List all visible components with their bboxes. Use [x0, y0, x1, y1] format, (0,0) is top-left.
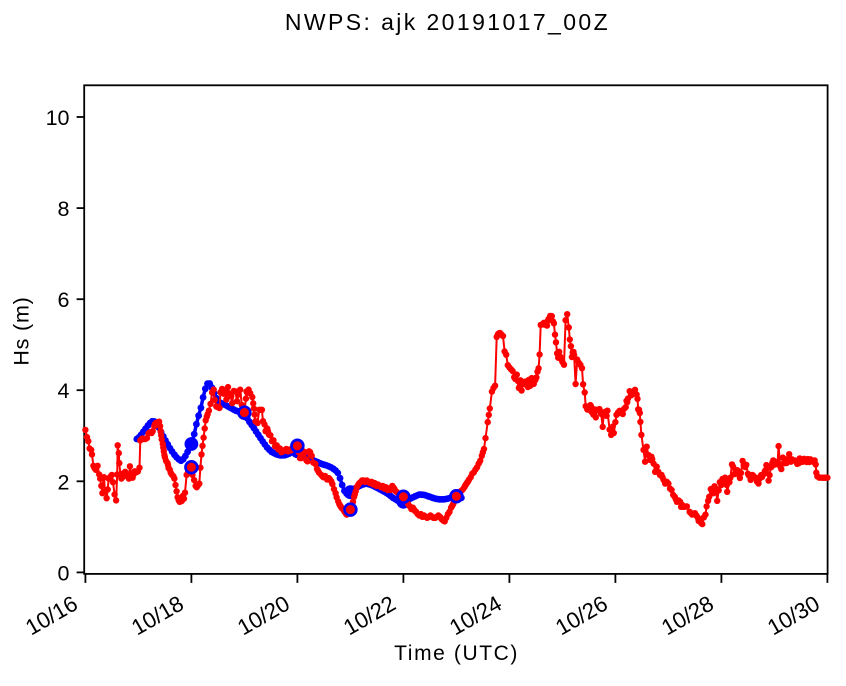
svg-text:2: 2: [58, 470, 70, 494]
svg-text:4: 4: [58, 379, 70, 403]
svg-text:Time (UTC): Time (UTC): [394, 642, 519, 665]
svg-text:10: 10: [46, 106, 70, 130]
svg-text:6: 6: [58, 288, 70, 312]
svg-text:Hs (m): Hs (m): [10, 296, 34, 365]
svg-text:NWPS: ajk 20191017_00Z: NWPS: ajk 20191017_00Z: [285, 9, 610, 35]
svg-text:8: 8: [58, 197, 70, 221]
svg-text:0: 0: [58, 561, 70, 585]
